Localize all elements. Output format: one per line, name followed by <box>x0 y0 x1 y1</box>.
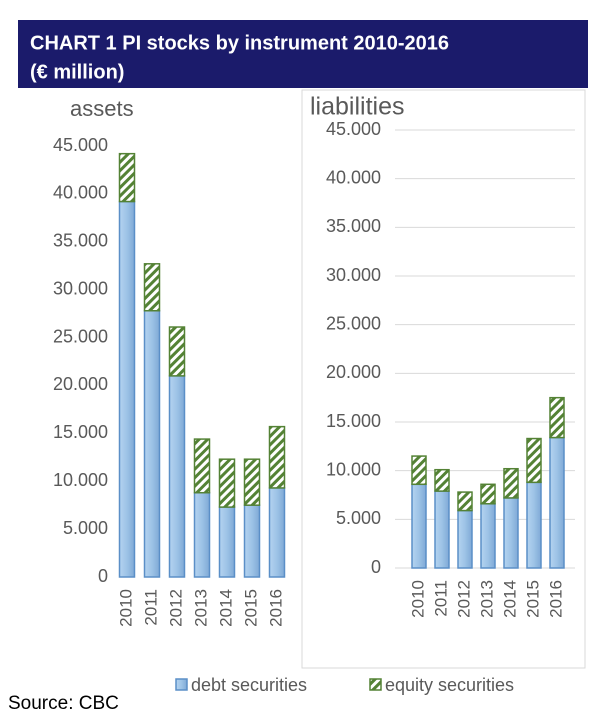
panel-border <box>301 89 586 669</box>
x-tick-label: 2012 <box>166 589 185 627</box>
y-tick-label: 0 <box>98 566 108 586</box>
source: Source: CBC <box>8 693 119 713</box>
y-tick-label: 15.000 <box>326 411 381 431</box>
bar-segment <box>168 375 186 578</box>
y-tick-label: 40.000 <box>53 183 108 203</box>
series <box>118 200 286 578</box>
bar-segment <box>526 481 542 569</box>
y-tick-label: 10.000 <box>53 470 108 490</box>
series <box>411 396 565 512</box>
bar-segment <box>193 438 211 494</box>
legend-label: debt securities <box>191 675 307 695</box>
x-tick-label: 2010 <box>116 589 135 627</box>
bar-segment <box>434 490 450 569</box>
header-subtitle: (€ million) <box>30 61 124 83</box>
header-band <box>18 20 588 88</box>
x-tick-label: 2015 <box>523 580 542 618</box>
bar-segment <box>457 491 473 512</box>
bar-segment <box>218 506 236 578</box>
bar-segment <box>503 467 519 499</box>
bar-segment <box>411 455 427 486</box>
x-tick-label: 2010 <box>408 580 427 618</box>
bar-segment <box>434 468 450 492</box>
bar-segment <box>526 437 542 484</box>
bar-segment <box>243 504 261 578</box>
y-tick-label: 20.000 <box>326 362 381 382</box>
x-tick-label: 2014 <box>216 589 235 627</box>
legend-swatch <box>369 678 382 691</box>
y-tick-label: 20.000 <box>53 374 108 394</box>
bar-segment <box>411 483 427 569</box>
y-tick-label: 0 <box>371 557 381 577</box>
bar-segment <box>503 497 519 569</box>
y-tick-label: 30.000 <box>326 265 381 285</box>
bar-segment <box>549 396 565 439</box>
y-tick-label: 40.000 <box>326 167 381 187</box>
y-tick-label: 15.000 <box>53 422 108 442</box>
y-tick-label: 5.000 <box>63 518 108 538</box>
bar-segment <box>218 458 236 508</box>
bar-segment <box>480 483 496 505</box>
bar-segment <box>243 458 261 506</box>
y-tick-label: 35.000 <box>326 216 381 236</box>
bar-segment <box>118 200 136 578</box>
bar-segment <box>143 309 161 578</box>
y-tick-label: 10.000 <box>326 459 381 479</box>
x-tick-label: 2011 <box>141 589 160 626</box>
x-tick-label: 2016 <box>266 589 285 627</box>
bar-segment <box>268 425 286 489</box>
bar-segment <box>118 152 136 203</box>
bar-segment <box>457 509 473 569</box>
bar-segment <box>143 263 161 312</box>
y-tick-label: 35.000 <box>53 231 108 251</box>
x-tick-label: 2012 <box>454 580 473 618</box>
header-title: CHART 1 PI stocks by instrument 2010-201… <box>30 32 449 54</box>
x-tick-label: 2016 <box>546 580 565 618</box>
x-tick-label: 2011 <box>431 580 450 617</box>
series <box>118 152 286 508</box>
panel-title: liabilities <box>310 93 404 121</box>
y-tick-label: 30.000 <box>53 278 108 298</box>
bar-segment <box>549 436 565 569</box>
y-tick-label: 5.000 <box>336 508 381 528</box>
y-tick-label: 25.000 <box>53 326 108 346</box>
x-tick-label: 2014 <box>500 580 519 618</box>
legend-swatch <box>175 678 188 691</box>
x-tick-label: 2013 <box>477 580 496 618</box>
bar-segment <box>480 503 496 569</box>
legend-label: equity securities <box>385 675 514 695</box>
x-tick-label: 2013 <box>191 589 210 627</box>
y-tick-label: 45.000 <box>326 119 381 139</box>
bar-segment <box>168 326 186 377</box>
panel-title: assets <box>70 96 134 121</box>
bar-segment <box>268 487 286 578</box>
y-tick-label: 45.000 <box>53 135 108 155</box>
x-tick-label: 2015 <box>241 589 260 627</box>
bar-segment <box>193 491 211 578</box>
y-tick-label: 25.000 <box>326 313 381 333</box>
